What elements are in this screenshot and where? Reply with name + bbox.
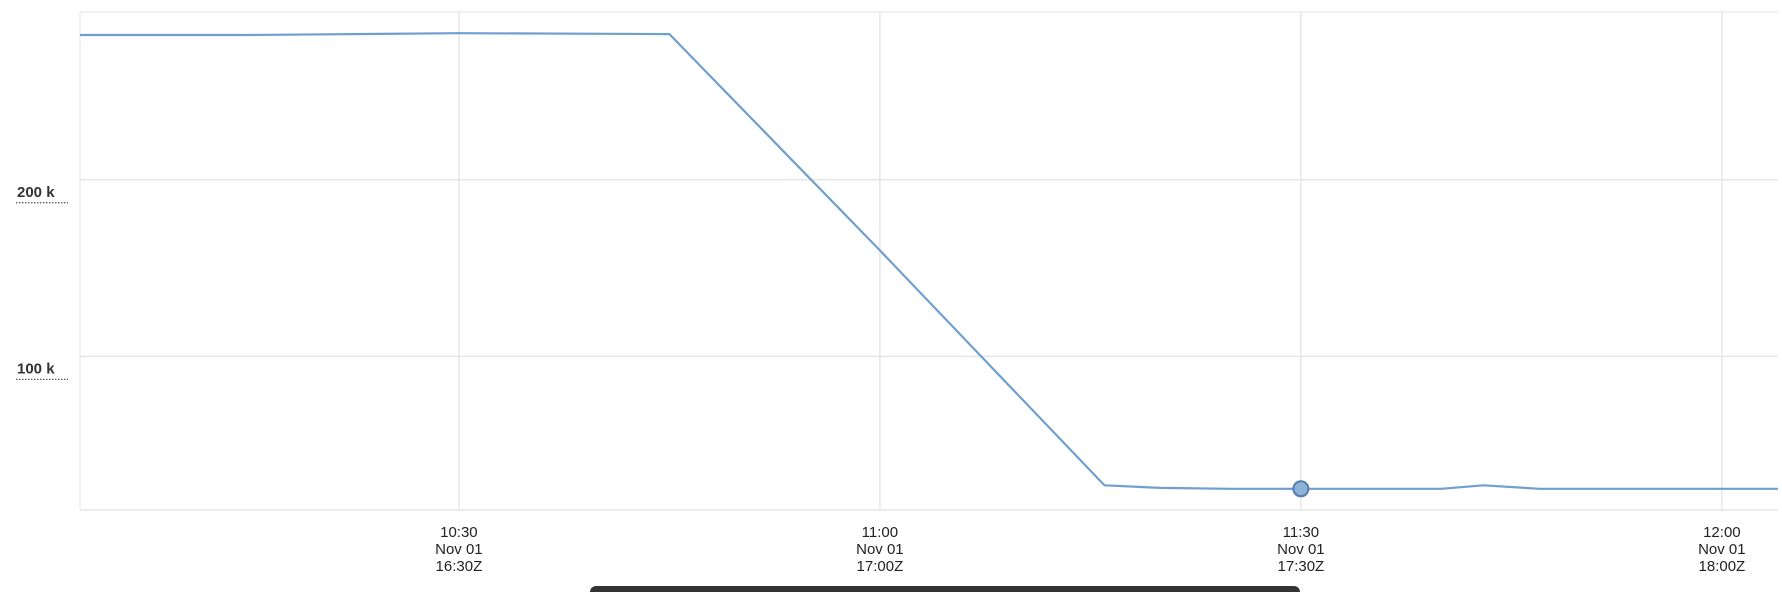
- x-tick-label-line: Nov 01: [856, 541, 904, 558]
- scrollbar-handle[interactable]: [590, 586, 1300, 592]
- x-tick-label-line: 17:00Z: [857, 558, 904, 575]
- x-tick-label-line: Nov 01: [1698, 541, 1746, 558]
- x-tick-label-line: 11:00: [862, 524, 898, 541]
- x-tick-label-line: 12:00: [1703, 524, 1741, 541]
- y-tick-label: 200 k: [17, 184, 55, 201]
- x-tick-label-line: Nov 01: [1277, 541, 1325, 558]
- x-tick-label: 11:30 Nov 01 17:30Z: [1277, 524, 1325, 575]
- x-tick-label-line: 17:30Z: [1278, 558, 1325, 575]
- y-tick-label: 100 k: [17, 360, 55, 377]
- x-tick-label-line: 18:00Z: [1699, 558, 1746, 575]
- hover-point-marker: [1292, 480, 1310, 498]
- series-layer: [80, 32, 1778, 498]
- x-tick-label-line: 11:30: [1283, 524, 1319, 541]
- x-tick-label: 12:00 Nov 01 18:00Z: [1698, 524, 1746, 575]
- x-tick-label-line: 10:30: [440, 524, 478, 541]
- x-tick-label-line: Nov 01: [435, 541, 483, 558]
- x-tick-label-line: 16:30Z: [436, 558, 483, 575]
- x-tick-label: 10:30 Nov 01 16:30Z: [435, 524, 483, 575]
- y-axis-labels: 100 k 200 k: [16, 184, 68, 380]
- series-line: [80, 32, 1778, 490]
- x-tick-label: 11:00 Nov 01 17:00Z: [856, 524, 904, 575]
- grid-lines: [79, 11, 1778, 511]
